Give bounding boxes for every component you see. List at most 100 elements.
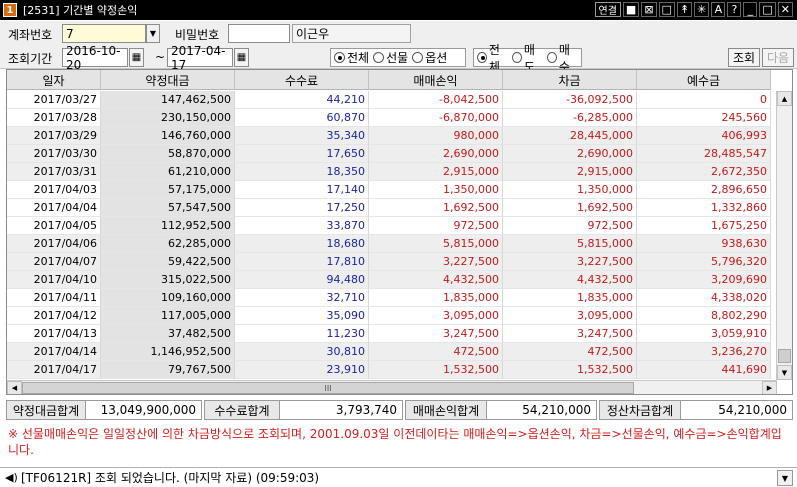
radio-dot: [373, 52, 385, 63]
account-number-input[interactable]: 7: [62, 24, 146, 43]
cell-deposit: 2,672,350: [637, 163, 771, 181]
cell-deposit: 2,896,650: [637, 181, 771, 199]
cell-fee: 11,230: [235, 325, 369, 343]
window-icon[interactable]: □: [658, 2, 675, 17]
password-label: 비밀번호: [175, 28, 220, 42]
radio-dot: [412, 52, 424, 63]
column-header-date[interactable]: 일자: [7, 70, 101, 90]
table-row[interactable]: 2017/04/05 112,952,500 33,870 972,500 972,50…: [7, 217, 771, 235]
scroll-right-icon[interactable]: ▶: [762, 381, 777, 394]
period-row: 조회기간 2016-10-20 ▦ ~ 2017-04-17 ▦ 전체 선물 옵…: [0, 43, 797, 74]
cell-trade-pnl: 3,247,500: [369, 325, 503, 343]
cell-contract-amount: 230,150,000: [101, 109, 235, 127]
scroll-down-icon[interactable]: ▼: [777, 365, 792, 380]
table-row[interactable]: 2017/04/10 315,022,500 94,480 4,432,500 4,43…: [7, 271, 771, 289]
cell-deposit: 1,332,860: [637, 199, 771, 217]
date-to-calendar-button[interactable]: ▦: [234, 48, 249, 67]
cell-trade-pnl: -8,042,500: [369, 91, 503, 109]
column-header-trade-pnl[interactable]: 매매손익: [369, 70, 503, 90]
settings-icon[interactable]: ✳: [694, 2, 710, 17]
table-row[interactable]: 2017/04/04 57,547,500 17,250 1,692,500 1,692…: [7, 199, 771, 217]
link-button[interactable]: 연결: [594, 2, 621, 17]
cell-trade-pnl: 3,095,000: [369, 307, 503, 325]
cell-fee: 17,140: [235, 181, 369, 199]
date-from-calendar-button[interactable]: ▦: [129, 48, 144, 67]
cell-date: 2017/04/12: [7, 307, 101, 325]
close-button[interactable]: ✕: [777, 2, 793, 17]
scroll-left-icon[interactable]: ◀: [7, 381, 22, 394]
cell-difference: 5,815,000: [503, 235, 637, 253]
cell-fee: 18,680: [235, 235, 369, 253]
trade-radio-sell[interactable]: 매도: [512, 41, 543, 75]
product-radio-all[interactable]: 전체: [334, 49, 369, 66]
status-dropdown-button[interactable]: ▼: [777, 470, 793, 486]
query-button[interactable]: 조회: [728, 48, 760, 67]
cell-fee: 60,870: [235, 109, 369, 127]
horizontal-scrollbar[interactable]: ◀ III ▶: [7, 380, 777, 394]
table-row[interactable]: 2017/04/17 79,767,500 23,910 1,532,500 1,532…: [7, 361, 771, 379]
table-row[interactable]: 2017/03/29 146,760,000 35,340 980,000 28,445…: [7, 127, 771, 145]
close-box-icon[interactable]: ⊠: [641, 2, 657, 17]
cell-trade-pnl: 1,835,000: [369, 289, 503, 307]
cell-deposit: 245,560: [637, 109, 771, 127]
product-radio-futures[interactable]: 선물: [373, 49, 408, 66]
status-bar: ◀) [TF06121R] 조회 되었습니다. (마지막 자료) (09:59:…: [0, 467, 797, 487]
pin-icon[interactable]: ↟: [676, 2, 693, 17]
password-input[interactable]: [228, 24, 290, 43]
table-row[interactable]: 2017/04/03 57,175,000 17,140 1,350,000 1,350…: [7, 181, 771, 199]
cell-date: 2017/03/29: [7, 127, 101, 145]
speaker-icon: ◀): [5, 471, 18, 484]
product-type-radio-group: 전체 선물 옵션: [330, 48, 466, 67]
table-row[interactable]: 2017/04/13 37,482,500 11,230 3,247,500 3,247…: [7, 325, 771, 343]
next-button[interactable]: 다음: [762, 48, 794, 67]
table-row[interactable]: 2017/03/27 147,462,500 44,210 -8,042,500 -36…: [7, 91, 771, 109]
trade-radio-all[interactable]: 전체: [477, 41, 508, 75]
chevron-down-icon: ▼: [781, 473, 789, 483]
vertical-scroll-thumb[interactable]: [778, 349, 791, 363]
column-header-deposit[interactable]: 예수금: [637, 70, 771, 90]
scroll-up-icon[interactable]: ▲: [777, 91, 792, 106]
date-from-input[interactable]: 2016-10-20: [62, 44, 128, 72]
trade-radio-buy[interactable]: 매수: [547, 41, 578, 75]
table-row[interactable]: 2017/03/28 230,150,000 60,870 -6,870,000 -6,…: [7, 109, 771, 127]
cell-deposit: 28,485,547: [637, 145, 771, 163]
date-to-input[interactable]: 2017-04-17: [167, 44, 233, 72]
cell-deposit: 4,338,020: [637, 289, 771, 307]
vertical-scrollbar[interactable]: ▲ ▼: [776, 91, 792, 380]
table-row[interactable]: 2017/04/07 59,422,500 17,810 3,227,500 3,227…: [7, 253, 771, 271]
table-row[interactable]: 2017/04/12 117,005,000 35,090 3,095,000 3,09…: [7, 307, 771, 325]
square-icon[interactable]: ■: [622, 2, 640, 17]
cell-trade-pnl: 2,915,000: [369, 163, 503, 181]
maximize-button[interactable]: □: [759, 2, 776, 17]
chevron-down-icon: ▼: [149, 29, 157, 38]
horizontal-scroll-thumb[interactable]: III: [22, 382, 634, 394]
font-icon[interactable]: A: [711, 2, 726, 17]
column-header-difference[interactable]: 차금: [503, 70, 637, 90]
cell-date: 2017/04/05: [7, 217, 101, 235]
account-label: 계좌번호: [8, 28, 53, 42]
help-icon[interactable]: ?: [727, 2, 742, 17]
table-body: 2017/03/27 147,462,500 44,210 -8,042,500 -36…: [7, 91, 771, 379]
cell-contract-amount: 117,005,000: [101, 307, 235, 325]
minimize-button[interactable]: _: [743, 2, 758, 17]
product-radio-options[interactable]: 옵션: [412, 49, 447, 66]
cell-difference: 3,247,500: [503, 325, 637, 343]
column-header-fee[interactable]: 수수료: [235, 70, 369, 90]
account-dropdown-button[interactable]: ▼: [146, 24, 160, 43]
cell-date: 2017/03/28: [7, 109, 101, 127]
cell-date: 2017/04/03: [7, 181, 101, 199]
table-row[interactable]: 2017/04/06 62,285,000 18,680 5,815,000 5,815…: [7, 235, 771, 253]
column-header-contract-amount[interactable]: 약정대금: [101, 70, 235, 90]
cell-date: 2017/03/30: [7, 145, 101, 163]
cell-deposit: 3,209,690: [637, 271, 771, 289]
cell-fee: 35,090: [235, 307, 369, 325]
titlebar-tools: 연결 ■ ⊠ □ ↟ ✳ A ? _ □ ✕: [594, 2, 793, 17]
total-pnl-label: 매매손익합계: [405, 400, 487, 420]
notice-text: ※ 선물매매손익은 일일정산에 의한 차금방식으로 조회되며, 2001.09.…: [8, 427, 782, 457]
cell-trade-pnl: 4,432,500: [369, 271, 503, 289]
table-header: 일자 약정대금 수수료 매매손익 차금 예수금: [7, 70, 771, 90]
table-row[interactable]: 2017/03/31 61,210,000 18,350 2,915,000 2,915…: [7, 163, 771, 181]
table-row[interactable]: 2017/04/11 109,160,000 32,710 1,835,000 1,83…: [7, 289, 771, 307]
table-row[interactable]: 2017/04/14 1,146,952,500 30,810 472,500 472,…: [7, 343, 771, 361]
table-row[interactable]: 2017/03/30 58,870,000 17,650 2,690,000 2,690…: [7, 145, 771, 163]
